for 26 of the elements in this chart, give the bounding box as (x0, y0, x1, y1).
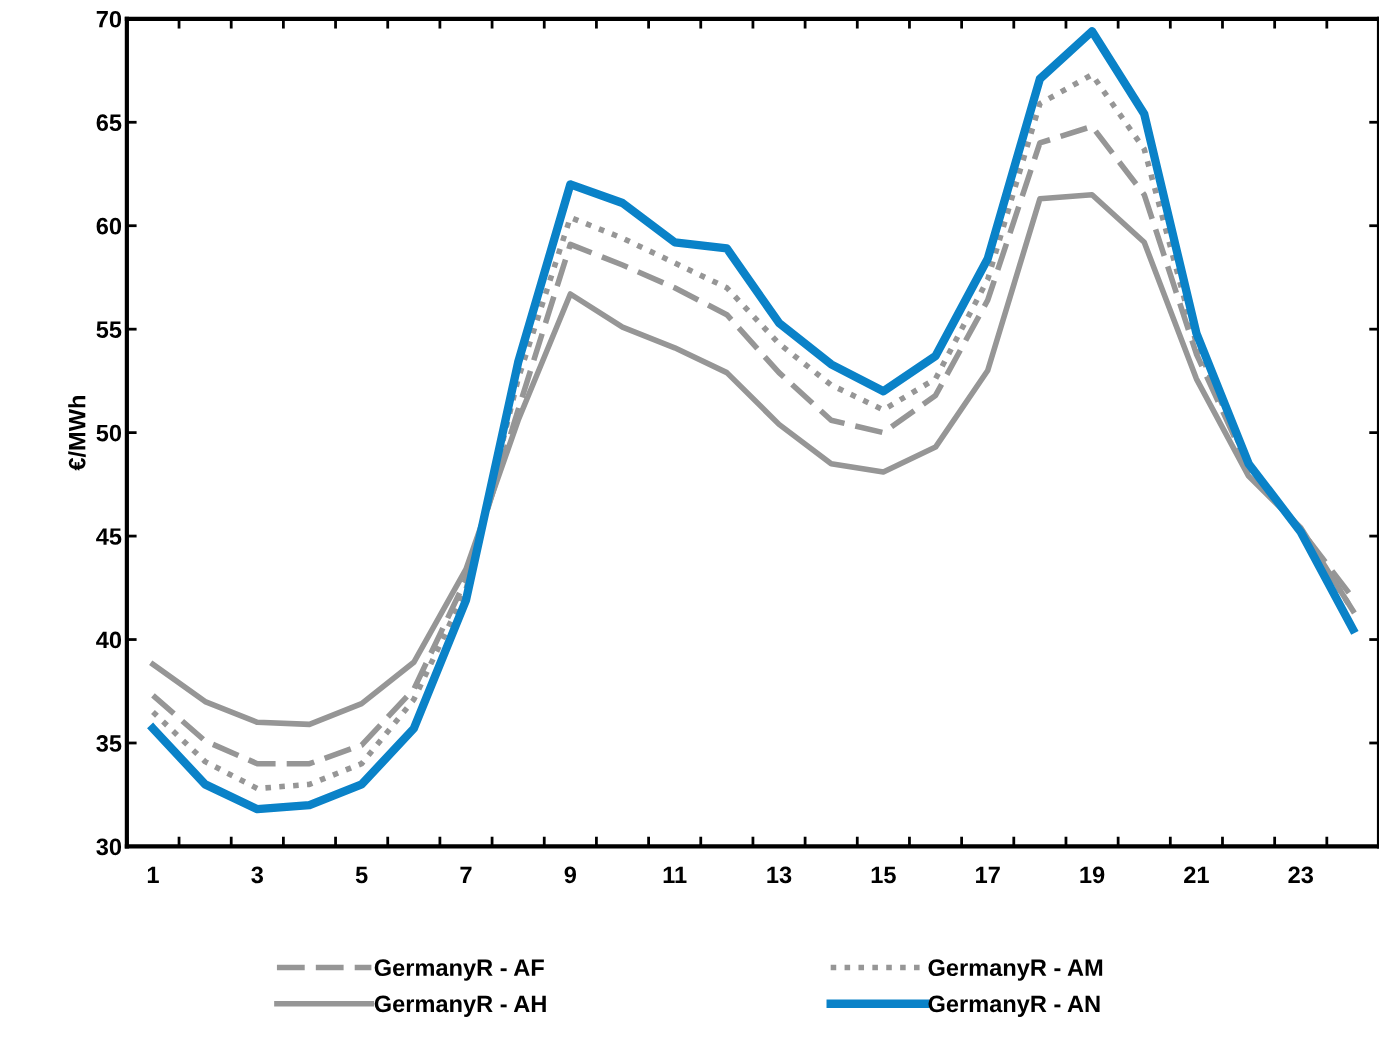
x-tick-label: 7 (460, 866, 472, 884)
y-tick-label: 70 (96, 10, 122, 28)
y-tick-label: 55 (96, 321, 122, 338)
x-tick-label: 15 (871, 866, 896, 884)
legend-label: GermanyR - AH (374, 995, 546, 1017)
x-tick-label: 1 (147, 866, 159, 884)
x-tick-label: 17 (976, 866, 1000, 884)
x-tick-label: 21 (1184, 866, 1209, 884)
x-tick-label: 5 (355, 866, 368, 884)
x-tick-label: 9 (564, 866, 577, 884)
y-axis-title: €/MWh (68, 396, 86, 471)
x-tick-label: 13 (767, 866, 792, 884)
legend-label: GermanyR - AM (928, 959, 1103, 981)
legend-label: GermanyR - AF (374, 959, 544, 981)
y-tick-label: 30 (96, 838, 122, 856)
y-tick-label: 50 (96, 424, 122, 442)
x-tick-label: 23 (1288, 866, 1314, 884)
y-tick-label: 35 (96, 735, 122, 752)
y-tick-label: 60 (96, 217, 122, 235)
legend-label: GermanyR - AN (928, 995, 1100, 1017)
y-tick-label: 65 (96, 114, 122, 132)
x-tick-label: 3 (251, 866, 264, 884)
x-tick-label: 19 (1080, 866, 1105, 884)
x-tick-label: 11 (663, 866, 687, 884)
y-tick-label: 45 (96, 528, 122, 545)
y-tick-label: 40 (96, 631, 122, 649)
